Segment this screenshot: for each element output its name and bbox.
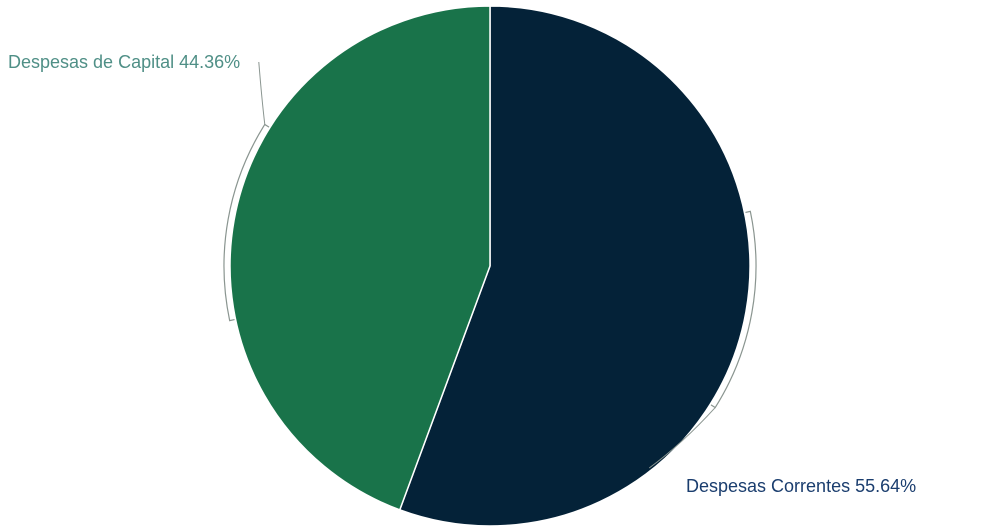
slices-layer bbox=[229, 5, 751, 527]
slice-label-name: Despesas Correntes bbox=[686, 476, 855, 496]
slice-label-despesas-de-capital: Despesas de Capital 44.36% bbox=[8, 52, 240, 72]
leader-line-despesas-correntes bbox=[710, 210, 757, 409]
slice-label-value: 44.36% bbox=[179, 52, 240, 72]
labels-layer: Despesas Correntes 55.64% Despesas de Cap… bbox=[8, 52, 916, 496]
leader-line-despesas-de-capital bbox=[223, 123, 270, 322]
slice-label-name: Despesas de Capital bbox=[8, 52, 179, 72]
leader-tail-despesas-correntes bbox=[648, 407, 716, 469]
slice-label-despesas-correntes: Despesas Correntes 55.64% bbox=[686, 476, 916, 496]
pie-slice-despesas-de-capital bbox=[229, 5, 491, 511]
pie-slice-despesas-correntes bbox=[398, 5, 751, 527]
leader-tail-despesas-de-capital bbox=[258, 61, 266, 125]
slice-label-value: 55.64% bbox=[855, 476, 916, 496]
leader-lines-layer bbox=[223, 61, 757, 469]
